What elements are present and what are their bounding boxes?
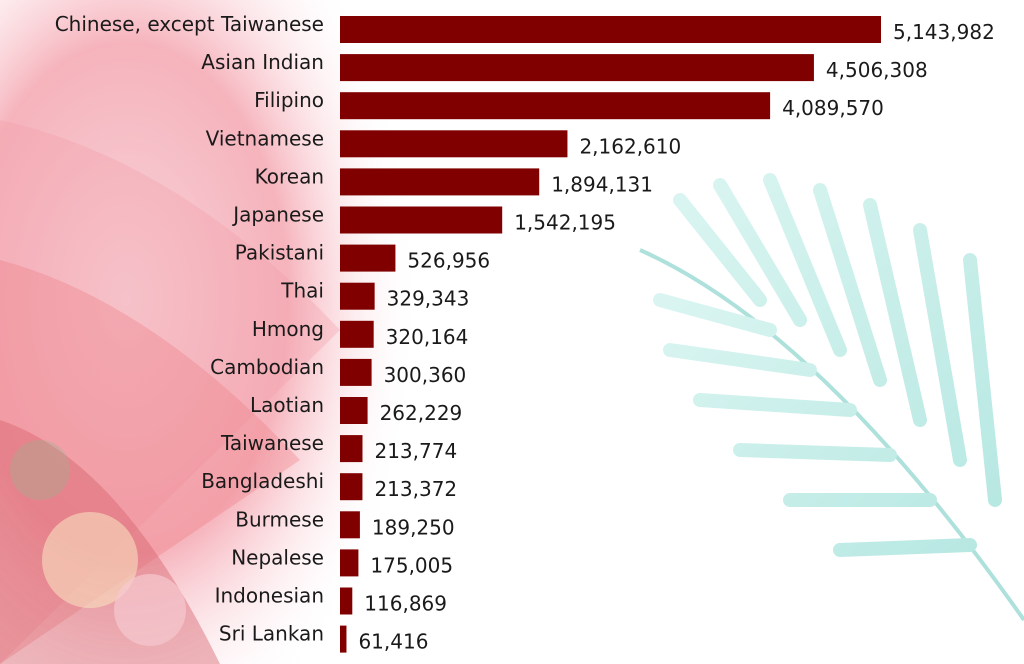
category-label-cambodian: Cambodian: [210, 355, 324, 379]
bar-taiwanese: [340, 435, 363, 463]
value-label-pakistani: 526,956: [407, 249, 490, 273]
category-label-korean: Korean: [255, 164, 324, 188]
bar-sri-lankan: [340, 625, 347, 653]
value-label-nepalese: 175,005: [370, 553, 453, 577]
category-label-thai: Thai: [280, 279, 324, 303]
value-label-sri-lankan: 61,416: [358, 630, 428, 654]
bar-asian-indian: [340, 54, 814, 82]
category-label-indonesian: Indonesian: [215, 584, 324, 608]
category-label-chinese-except-taiwanese: Chinese, except Taiwanese: [55, 12, 324, 36]
value-label-bangladeshi: 213,372: [374, 477, 457, 501]
category-label-filipino: Filipino: [254, 88, 324, 112]
category-label-sri-lankan: Sri Lankan: [219, 622, 324, 646]
category-label-asian-indian: Asian Indian: [201, 50, 324, 74]
value-label-indonesian: 116,869: [364, 592, 447, 616]
bars: [340, 16, 881, 653]
category-label-burmese: Burmese: [235, 507, 324, 531]
bar-cambodian: [340, 358, 372, 386]
value-label-chinese-except-taiwanese: 5,143,982: [893, 20, 995, 44]
category-label-laotian: Laotian: [250, 393, 324, 417]
value-label-asian-indian: 4,506,308: [826, 58, 928, 82]
value-label-vietnamese: 2,162,610: [579, 134, 681, 158]
value-label-thai: 329,343: [387, 287, 470, 311]
bar-pakistani: [340, 244, 396, 272]
bar-laotian: [340, 397, 368, 424]
bar-hmong: [340, 320, 374, 348]
value-label-hmong: 320,164: [386, 325, 469, 349]
bar-filipino: [340, 92, 771, 120]
category-label-pakistani: Pakistani: [235, 241, 324, 265]
category-label-hmong: Hmong: [252, 317, 324, 341]
value-label-cambodian: 300,360: [384, 363, 467, 387]
value-label-burmese: 189,250: [372, 515, 455, 539]
value-label-korean: 1,894,131: [551, 172, 653, 196]
bar-chinese-except-taiwanese: [340, 16, 881, 43]
bar-bangladeshi: [340, 473, 363, 501]
value-label-japanese: 1,542,195: [514, 211, 616, 235]
bar-vietnamese: [340, 130, 568, 158]
category-label-bangladeshi: Bangladeshi: [201, 469, 324, 493]
category-label-taiwanese: Taiwanese: [220, 431, 324, 455]
category-label-nepalese: Nepalese: [231, 545, 324, 569]
palm-leaf-decoration: [639, 173, 1024, 622]
value-labels: 5,143,982 4,506,308 4,089,570 2,162,610 1,89…: [358, 20, 994, 654]
category-labels: Chinese, except Taiwanese Asian Indian Fil…: [55, 12, 324, 646]
bar-burmese: [340, 511, 360, 539]
category-label-vietnamese: Vietnamese: [206, 126, 324, 150]
bar-korean: [340, 168, 540, 196]
value-label-taiwanese: 213,774: [374, 439, 457, 463]
bar-indonesian: [340, 587, 353, 615]
bar-japanese: [340, 206, 503, 234]
value-label-laotian: 262,229: [380, 401, 463, 425]
bar-nepalese: [340, 549, 359, 577]
category-label-japanese: Japanese: [231, 203, 324, 227]
value-label-filipino: 4,089,570: [782, 96, 884, 120]
bar-thai: [340, 282, 375, 310]
